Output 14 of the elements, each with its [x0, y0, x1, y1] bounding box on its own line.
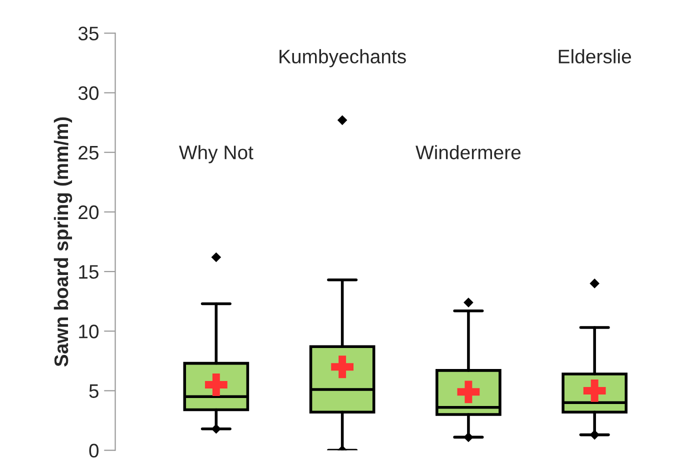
y-tick-label: 30 — [78, 86, 99, 100]
y-tick-label: 25 — [78, 146, 98, 160]
y-tick-label: 20 — [78, 205, 99, 220]
y-tick-label: 0 — [89, 444, 99, 458]
x-tick-label: Elderslie — [558, 49, 632, 64]
y-tick-label: 35 — [78, 26, 98, 40]
x-tick-label: Why Not — [178, 145, 254, 164]
point — [331, 356, 354, 378]
y-tick-label: 5 — [89, 384, 98, 398]
x-tick-label: Kumbyechants — [280, 49, 406, 68]
y-axis-title: Sawn board spring (mm/m) — [54, 117, 72, 366]
y-tick-label: 15 — [79, 265, 98, 279]
x-tick-label: Windermere — [416, 145, 521, 160]
y-tick-label: 10 — [79, 324, 99, 338]
